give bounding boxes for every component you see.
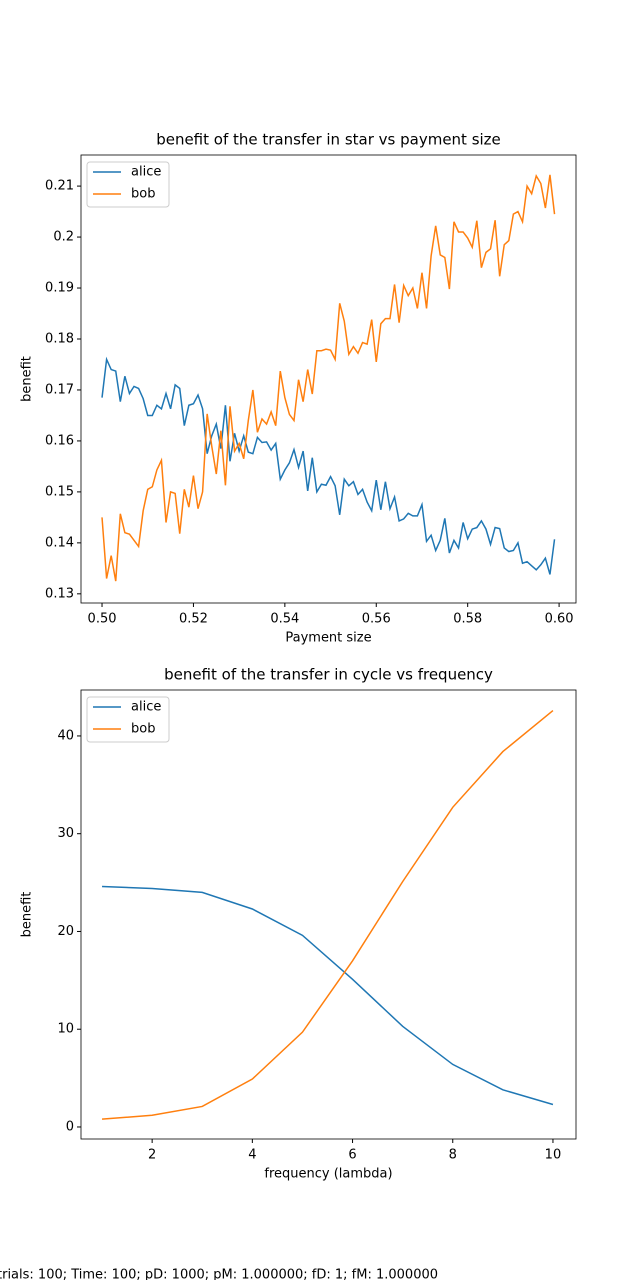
chart-title: benefit of the transfer in cycle vs freq…	[164, 666, 493, 684]
y-tick-label: 0.14	[45, 535, 74, 550]
y-tick-label: 0.2	[53, 230, 74, 245]
y-tick-label: 0.15	[45, 484, 74, 499]
x-tick-label: 0.50	[88, 612, 117, 627]
legend-box	[86, 161, 170, 208]
y-tick-label: 0.19	[45, 281, 74, 296]
x-tick-label: 0.56	[362, 612, 391, 627]
series-line	[101, 356, 556, 575]
y-tick-label: 0	[66, 1119, 74, 1134]
y-axis-label: benefit	[20, 892, 35, 938]
legend-label: bob	[131, 187, 155, 202]
x-tick-label: 0.52	[179, 612, 208, 627]
x-axis-label: Payment size	[285, 631, 371, 646]
x-tick-label: 0.58	[453, 612, 482, 627]
legend-box	[86, 696, 170, 743]
y-tick-label: 0.18	[45, 331, 74, 346]
axes-frame	[80, 154, 577, 604]
chart-title: benefit of the transfer in star vs payme…	[156, 131, 501, 149]
footer-text: trials: 100; Time: 100; pD: 1000; pM: 1.…	[0, 1268, 438, 1280]
x-tick-label: 2	[148, 1148, 156, 1163]
x-tick-label: 8	[449, 1148, 457, 1163]
x-tick-label: 10	[545, 1148, 562, 1163]
y-tick-label: 0.13	[45, 586, 74, 601]
y-tick-label: 30	[57, 826, 74, 841]
y-tick-label: 0.21	[45, 179, 74, 194]
x-tick-label: 0.54	[270, 612, 299, 627]
x-axis-label: frequency (lambda)	[264, 1167, 392, 1182]
y-tick-label: 10	[57, 1022, 74, 1037]
x-tick-label: 6	[348, 1148, 356, 1163]
x-tick-label: 0.60	[545, 612, 574, 627]
y-tick-label: 20	[57, 924, 74, 939]
x-tick-label: 4	[248, 1148, 256, 1163]
series-line	[101, 173, 556, 582]
axes-frame	[80, 689, 577, 1140]
series-line	[102, 885, 554, 1106]
legend-label: bob	[131, 722, 155, 737]
y-tick-label: 0.16	[45, 433, 74, 448]
y-tick-label: 0.17	[45, 382, 74, 397]
legend-label: alice	[131, 700, 161, 715]
y-axis-label: benefit	[20, 356, 35, 402]
series-line	[101, 709, 554, 1120]
legend-label: alice	[131, 165, 161, 180]
y-tick-label: 40	[57, 728, 74, 743]
